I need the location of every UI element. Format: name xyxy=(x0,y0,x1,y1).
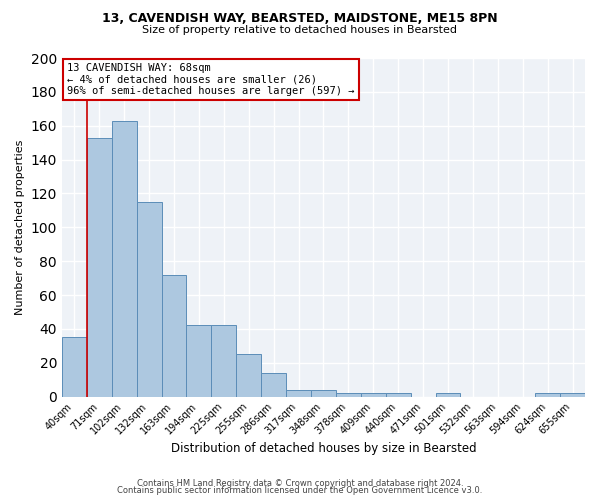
Bar xyxy=(112,120,137,396)
Bar xyxy=(535,393,560,396)
Bar xyxy=(137,202,161,396)
Bar xyxy=(336,393,361,396)
Text: Contains HM Land Registry data © Crown copyright and database right 2024.: Contains HM Land Registry data © Crown c… xyxy=(137,478,463,488)
Text: 13 CAVENDISH WAY: 68sqm
← 4% of detached houses are smaller (26)
96% of semi-det: 13 CAVENDISH WAY: 68sqm ← 4% of detached… xyxy=(67,63,355,96)
Bar xyxy=(361,393,386,396)
Bar xyxy=(161,274,187,396)
Bar xyxy=(236,354,261,397)
Bar xyxy=(560,393,585,396)
Bar xyxy=(311,390,336,396)
Y-axis label: Number of detached properties: Number of detached properties xyxy=(15,140,25,315)
Bar xyxy=(87,138,112,396)
Bar xyxy=(436,393,460,396)
Text: 13, CAVENDISH WAY, BEARSTED, MAIDSTONE, ME15 8PN: 13, CAVENDISH WAY, BEARSTED, MAIDSTONE, … xyxy=(102,12,498,26)
Bar xyxy=(211,326,236,396)
Bar xyxy=(187,326,211,396)
Bar xyxy=(261,373,286,396)
Text: Size of property relative to detached houses in Bearsted: Size of property relative to detached ho… xyxy=(143,25,458,35)
Bar xyxy=(386,393,410,396)
Bar xyxy=(62,338,87,396)
Text: Contains public sector information licensed under the Open Government Licence v3: Contains public sector information licen… xyxy=(118,486,482,495)
Bar xyxy=(286,390,311,396)
X-axis label: Distribution of detached houses by size in Bearsted: Distribution of detached houses by size … xyxy=(170,442,476,455)
